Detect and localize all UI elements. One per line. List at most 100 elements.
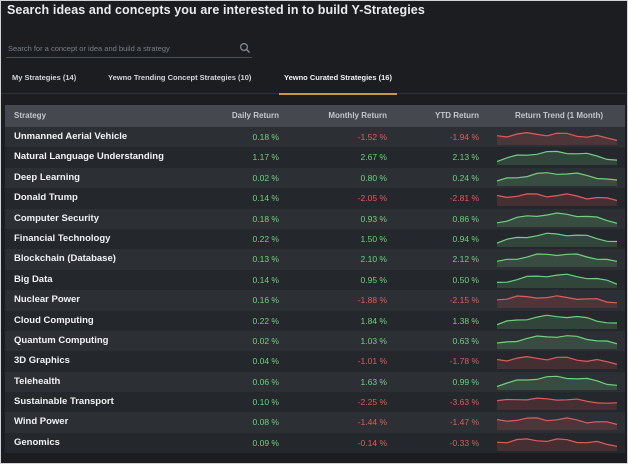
strategy-name[interactable]: Cloud Computing	[14, 314, 94, 326]
strategy-name[interactable]: Wind Power	[14, 416, 69, 428]
sparkline-area	[497, 212, 617, 227]
sparkline-line	[497, 171, 617, 182]
daily-return-value: 0.13 %	[252, 254, 279, 265]
strategy-name[interactable]: Quantum Computing	[14, 334, 109, 346]
monthly-return-value: 0.95 %	[360, 274, 387, 285]
tab-my-strategies[interactable]: My Strategies (14)	[12, 73, 77, 82]
table-row[interactable]: Cloud Computing 0.22 % 1.84 % 1.38 %	[5, 310, 625, 331]
strategy-name[interactable]: Natural Language Understanding	[14, 151, 164, 163]
daily-return-value: 0.16 %	[252, 295, 279, 306]
table-row[interactable]: Financial Technology 0.22 % 1.50 % 0.94 %	[5, 228, 625, 250]
strategy-name[interactable]: Nuclear Power	[14, 294, 80, 306]
sparkline-area	[497, 314, 617, 329]
daily-return-value: 1.17 %	[252, 152, 279, 163]
monthly-return-value: 1.84 %	[360, 315, 387, 326]
table-row[interactable]: Natural Language Understanding 1.17 % 2.67…	[5, 147, 625, 168]
ytd-return-value: 1.38 %	[452, 315, 479, 326]
strategy-name[interactable]: Donald Trump	[14, 192, 78, 204]
sparkline-area	[497, 233, 617, 247]
header-daily-return[interactable]: Daily Return	[231, 111, 279, 120]
return-trend-sparkline	[497, 273, 617, 288]
daily-return-value: 0.18 %	[252, 132, 279, 142]
ytd-return-value: -1.78 %	[449, 356, 479, 367]
table-row[interactable]: Quantum Computing 0.02 % 1.03 % 0.63 %	[5, 330, 625, 352]
return-trend-sparkline	[497, 171, 617, 186]
strategy-name[interactable]: Big Data	[14, 273, 53, 285]
table-row[interactable]: 3D Graphics 0.04 % -1.01 % -1.78 %	[5, 351, 625, 372]
table-row[interactable]: Wind Power 0.08 % -1.44 % -1.47 %	[5, 412, 625, 433]
search-input[interactable]	[6, 39, 238, 57]
table-row[interactable]: Nuclear Power 0.16 % -1.88 % -2.15 %	[5, 290, 625, 311]
strategy-name[interactable]: Unmanned Aerial Vehicle	[14, 131, 128, 142]
daily-return-value: 0.22 %	[252, 233, 279, 244]
table-row[interactable]: Donald Trump 0.14 % -2.05 % -2.81 %	[5, 188, 625, 209]
sparkline-line	[497, 397, 617, 404]
sparkline-area	[497, 151, 617, 166]
table-row[interactable]: Telehealth 0.06 % 1.63 % 0.99 %	[5, 371, 625, 393]
strategy-name[interactable]: Computer Security	[14, 212, 99, 224]
ytd-return-value: 0.86 %	[452, 213, 479, 224]
monthly-return-value: -0.14 %	[357, 437, 387, 448]
table-row[interactable]: Computer Security 0.18 % 0.93 % 0.86 %	[5, 208, 625, 229]
header-strategy[interactable]: Strategy	[14, 111, 47, 120]
return-trend-sparkline	[497, 335, 617, 349]
daily-return-value: 0.02 %	[252, 335, 279, 346]
table-row[interactable]: Genomics 0.09 % -0.14 % -0.33 %	[5, 432, 625, 454]
strategies-table: Strategy Daily Return Monthly Return YTD…	[5, 105, 625, 454]
sparkline-line	[497, 335, 617, 345]
ytd-return-value: -0.33 %	[449, 437, 479, 448]
tab-trending-concept-strategies[interactable]: Yewno Trending Concept Strategies (10)	[108, 73, 252, 82]
return-trend-sparkline	[497, 232, 617, 247]
table-header: Strategy Daily Return Monthly Return YTD…	[5, 105, 625, 127]
table-row[interactable]: Unmanned Aerial Vehicle 0.18 % -1.52 % -1.9…	[5, 127, 625, 148]
monthly-return-value: -1.44 %	[357, 417, 387, 428]
strategy-name[interactable]: Sustainable Transport	[14, 396, 114, 408]
sparkline-area	[497, 438, 617, 451]
sparkline-area	[497, 132, 617, 145]
strategy-name[interactable]: Telehealth	[14, 375, 61, 387]
sparkline-area	[497, 398, 617, 411]
strategy-name[interactable]: Financial Technology	[14, 232, 111, 244]
daily-return-value: 0.14 %	[252, 274, 279, 285]
sparkline-line	[497, 151, 617, 163]
sparkline-line	[497, 211, 617, 224]
tab-curated-strategies[interactable]: Yewno Curated Strategies (16)	[279, 65, 397, 95]
sparkline-area	[497, 418, 617, 431]
monthly-return-value: 2.10 %	[360, 254, 387, 265]
sparkline-line	[497, 253, 617, 263]
ytd-return-value: 0.63 %	[452, 335, 479, 346]
return-trend-sparkline	[497, 211, 617, 227]
return-trend-sparkline	[497, 375, 617, 390]
table-row[interactable]: Big Data 0.14 % 0.95 % 0.50 %	[5, 269, 625, 291]
return-trend-sparkline	[497, 438, 617, 451]
daily-return-value: 0.22 %	[252, 315, 279, 326]
search-icon[interactable]	[239, 42, 251, 54]
strategy-name[interactable]: 3D Graphics	[14, 355, 70, 367]
return-trend-sparkline	[497, 295, 617, 309]
sparkline-area	[497, 295, 617, 309]
monthly-return-value: -1.88 %	[357, 295, 387, 306]
sparkline-line	[497, 131, 617, 141]
table-row[interactable]: Deep Learning 0.02 % 0.80 % 0.24 %	[5, 167, 625, 189]
sparkline-area	[497, 194, 617, 207]
return-trend-sparkline	[497, 356, 617, 370]
header-return-trend[interactable]: Return Trend (1 Month)	[515, 111, 603, 120]
strategy-name[interactable]: Blockchain (Database)	[14, 253, 116, 265]
sparkline-line	[497, 314, 617, 325]
return-trend-sparkline	[497, 131, 617, 145]
strategy-name[interactable]: Genomics	[14, 436, 60, 448]
table-row[interactable]: Sustainable Transport 0.10 % -2.25 % -3.63 …	[5, 392, 625, 413]
daily-return-value: 0.14 %	[252, 193, 279, 204]
monthly-return-value: 1.50 %	[360, 233, 387, 244]
header-monthly-return[interactable]: Monthly Return	[328, 111, 387, 120]
ytd-return-value: -2.15 %	[449, 295, 479, 306]
ytd-return-value: -2.81 %	[449, 193, 479, 204]
header-ytd-return[interactable]: YTD Return	[435, 111, 479, 120]
tab-bar: My Strategies (14) Yewno Trending Concep…	[1, 65, 627, 95]
ytd-return-value: -3.63 %	[449, 397, 479, 408]
daily-return-value: 0.08 %	[252, 417, 279, 428]
table-row[interactable]: Blockchain (Database) 0.13 % 2.10 % 2.12 %	[5, 249, 625, 270]
ytd-return-value: 0.24 %	[452, 172, 479, 183]
sparkline-line	[497, 417, 617, 426]
strategy-name[interactable]: Deep Learning	[14, 171, 80, 183]
